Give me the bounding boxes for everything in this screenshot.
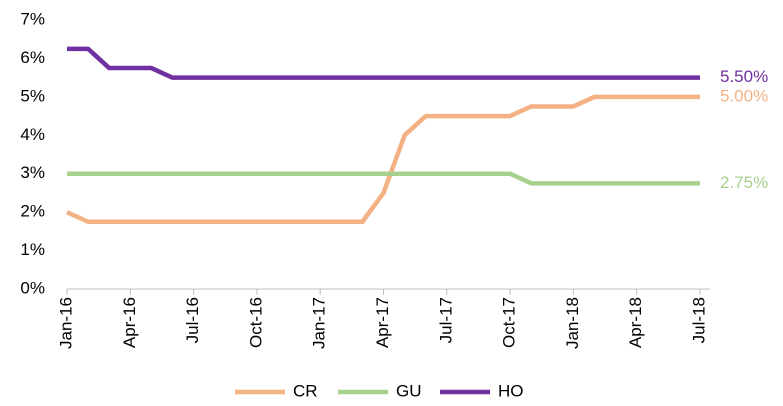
y-tick-label: 0% <box>20 278 45 297</box>
x-tick-label: Jul-17 <box>436 297 455 343</box>
legend-label: GU <box>396 381 422 400</box>
x-tick-label: Jul-16 <box>183 297 202 343</box>
series-line <box>67 171 700 186</box>
y-tick-label: 4% <box>20 125 45 144</box>
data-label: 5.50% <box>720 67 768 86</box>
x-tick-label: Jan-17 <box>310 297 329 349</box>
y-tick-label: 6% <box>20 48 45 67</box>
x-tick-label: Jul-18 <box>689 297 708 343</box>
x-tick-label: Jan-16 <box>56 297 75 349</box>
data-label: 2.75% <box>720 173 768 192</box>
x-tick-label: Oct-17 <box>500 297 519 348</box>
x-tick-label: Apr-17 <box>373 297 392 348</box>
y-tick-label: 2% <box>20 202 45 221</box>
x-tick-label: Jan-18 <box>563 297 582 349</box>
legend-label: HO <box>498 381 524 400</box>
x-tick-label: Oct-16 <box>246 297 265 348</box>
legend-label: CR <box>293 381 318 400</box>
y-tick-label: 1% <box>20 240 45 259</box>
x-tick-label: Apr-16 <box>120 297 139 348</box>
x-tick-label: Apr-18 <box>626 297 645 348</box>
series-line <box>66 94 700 224</box>
y-tick-label: 3% <box>20 163 45 182</box>
series-line <box>67 46 700 80</box>
y-tick-label: 5% <box>20 86 45 105</box>
y-tick-label: 7% <box>20 9 45 28</box>
data-label: 5.00% <box>720 86 768 105</box>
